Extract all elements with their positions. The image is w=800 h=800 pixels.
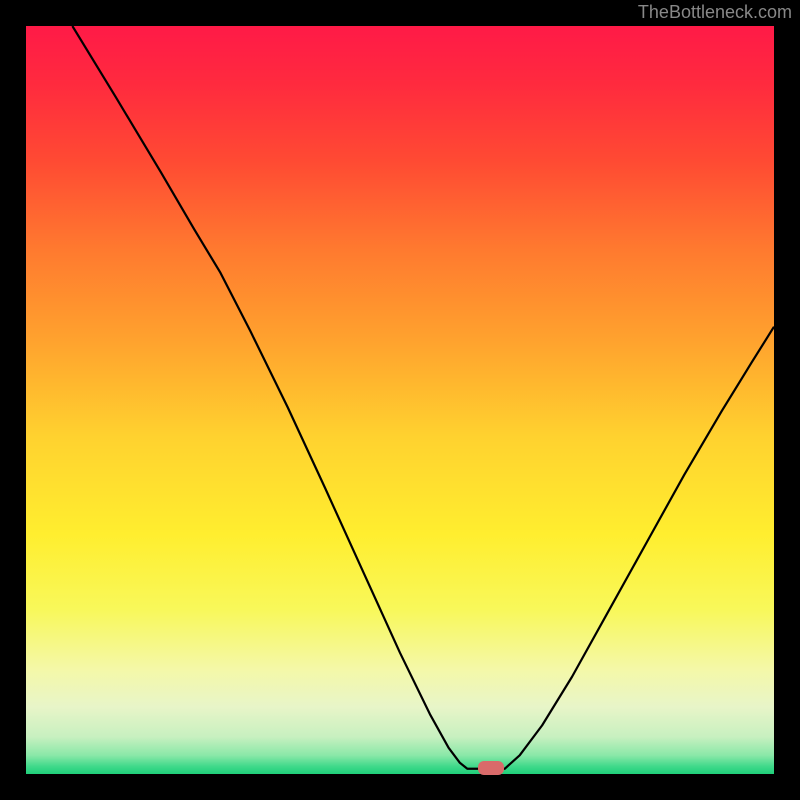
watermark-text: TheBottleneck.com <box>638 2 792 23</box>
bottleneck-curve <box>26 26 774 774</box>
plot-area <box>26 26 774 774</box>
optimal-point-marker <box>478 761 504 775</box>
